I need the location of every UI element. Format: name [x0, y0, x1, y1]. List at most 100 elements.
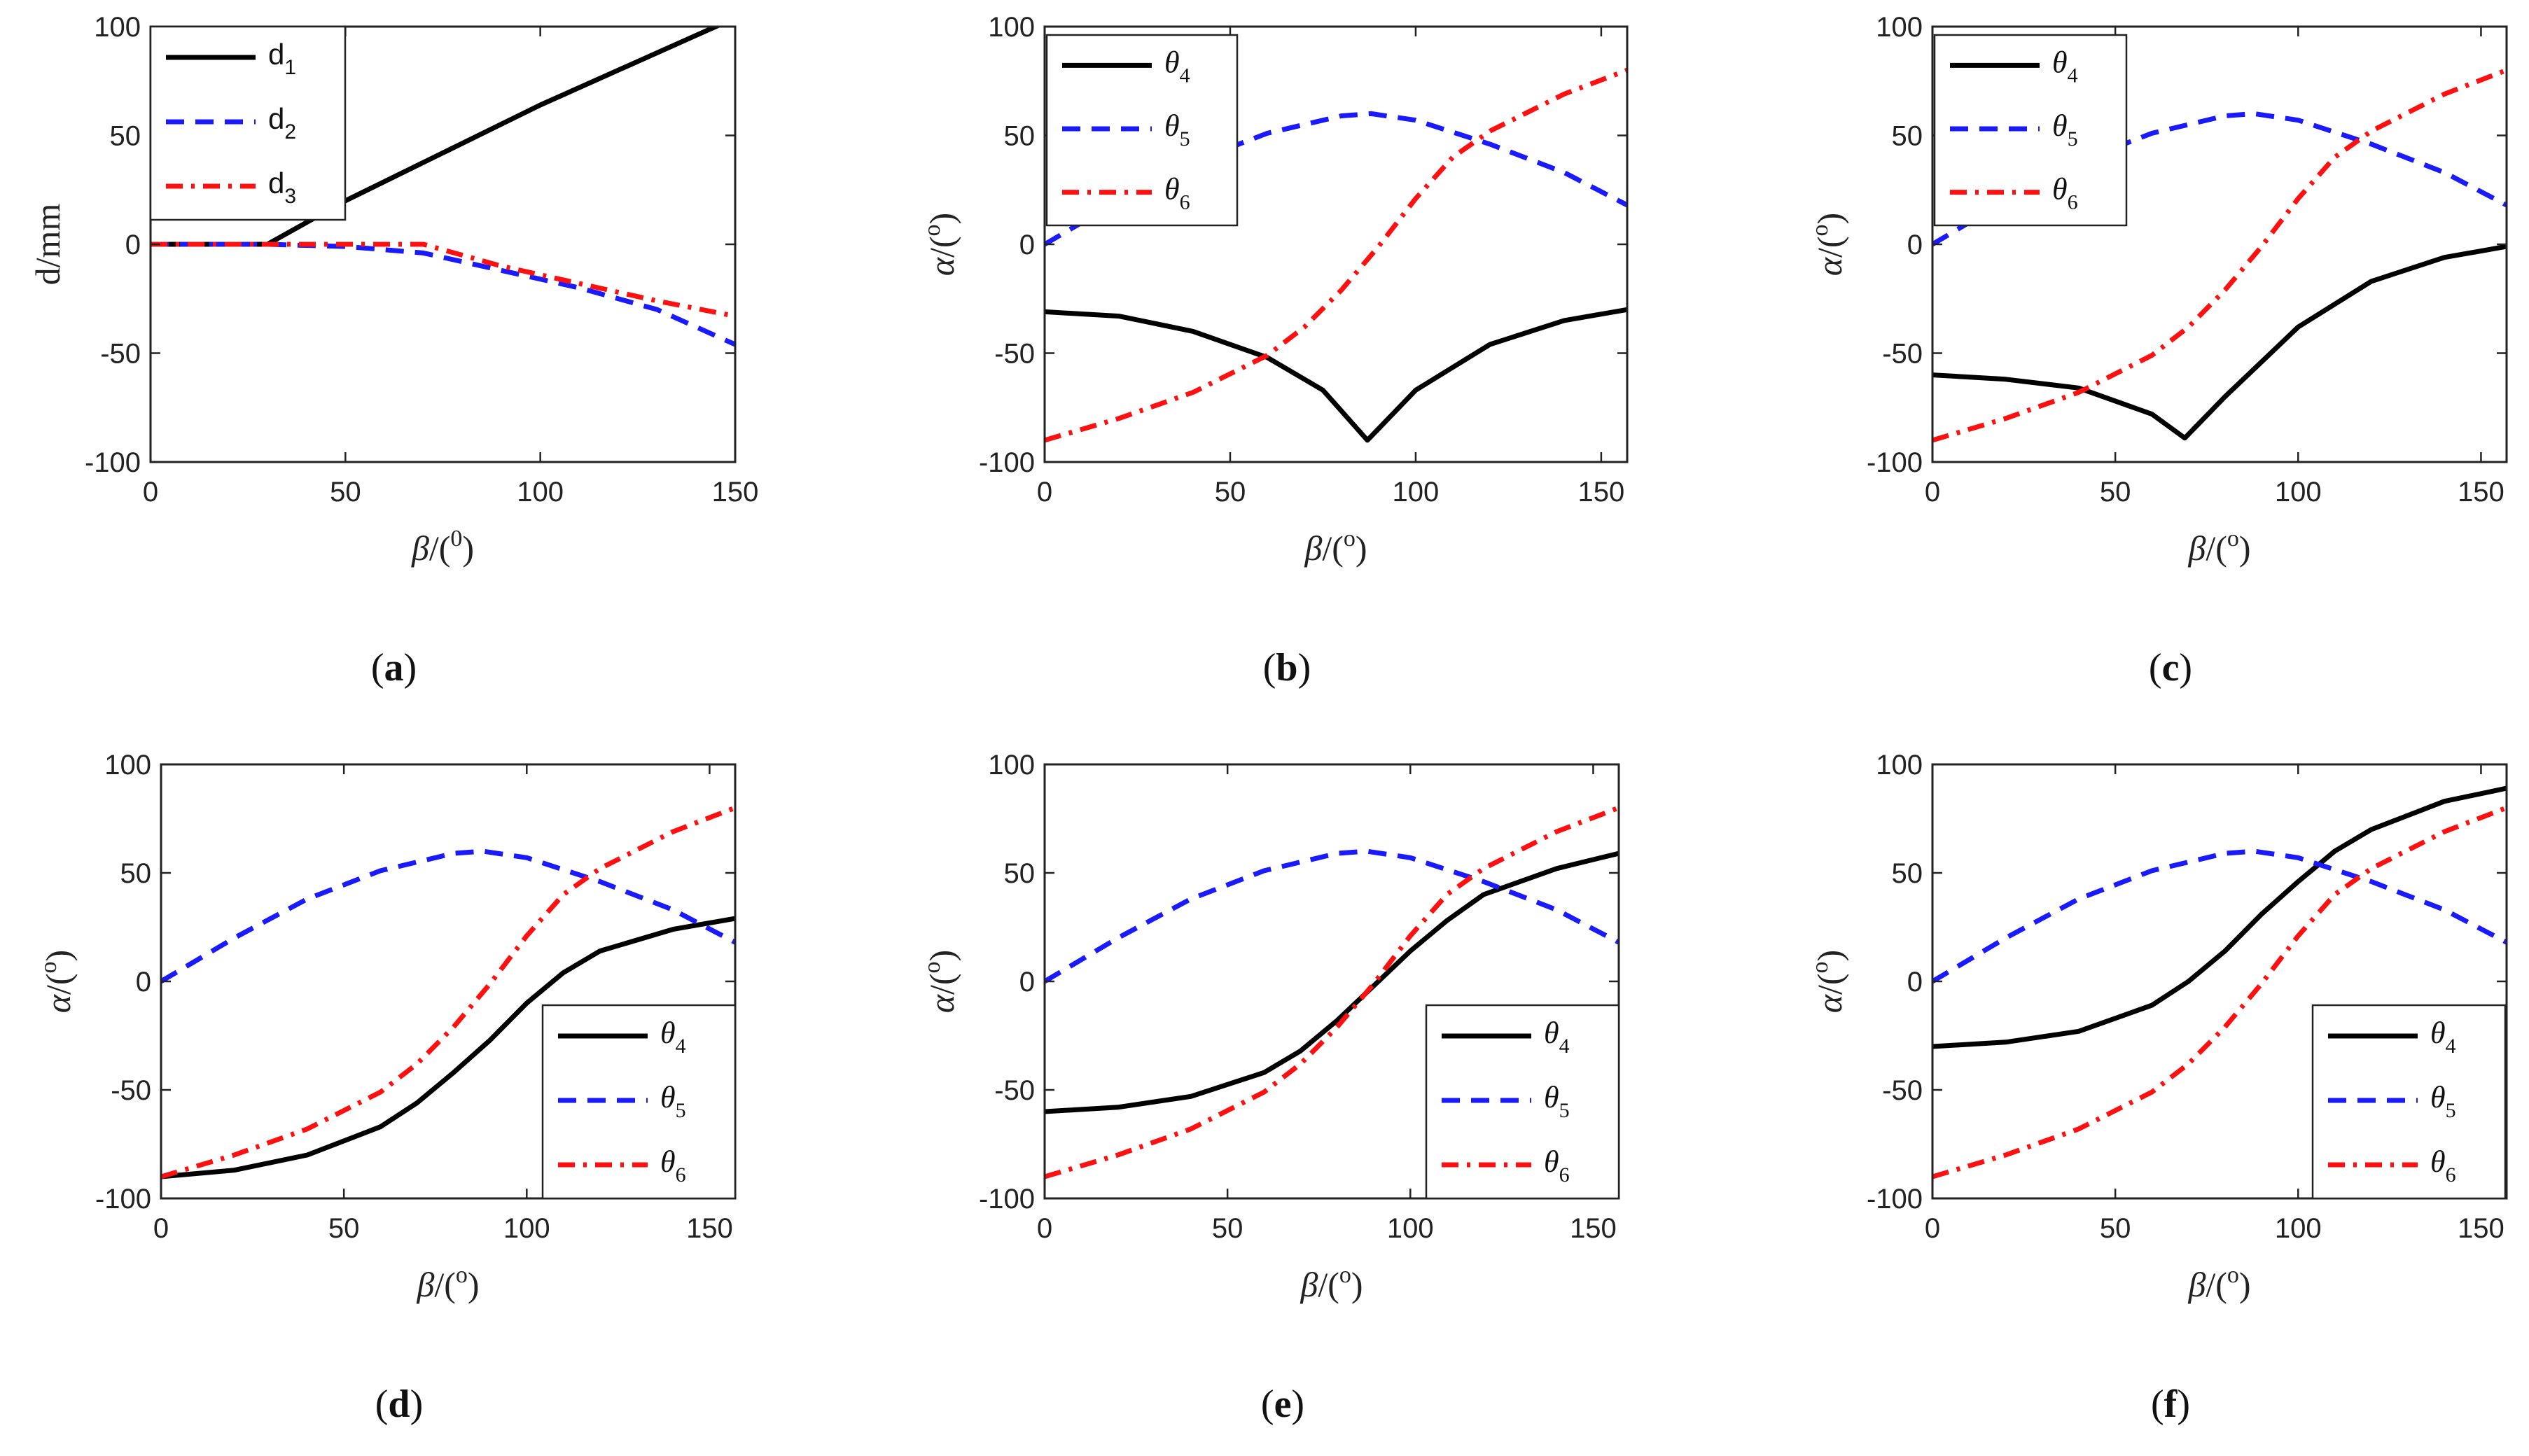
- y-tick-label: 50: [1004, 121, 1036, 152]
- series-line-d2: [151, 241, 735, 347]
- y-tick-label: -100: [95, 1184, 151, 1214]
- series-line-θ6: [161, 805, 735, 1180]
- y-axis-label: α/(o): [919, 213, 961, 276]
- legend-label-θ4: θ4: [1544, 1016, 1570, 1058]
- x-tick-label: 150: [2458, 1213, 2504, 1244]
- series-line-θ5: [161, 848, 735, 984]
- x-axis-label: β/(o): [2187, 1262, 2250, 1304]
- x-tick-label: 50: [328, 1213, 360, 1244]
- y-tick-label: 100: [94, 12, 141, 43]
- y-tick-label: 100: [1876, 12, 1923, 43]
- y-axis-label: α/(o): [1807, 950, 1849, 1013]
- panel-caption-f: (f): [2151, 1382, 2190, 1426]
- y-tick-label: -50: [111, 1075, 151, 1106]
- x-axis-label: β/(o): [1300, 1262, 1363, 1304]
- x-tick-label: 50: [2100, 1213, 2131, 1244]
- x-tick-label: 100: [517, 477, 564, 507]
- x-tick-label: 0: [1925, 477, 1940, 507]
- y-tick-label: 0: [136, 967, 151, 997]
- series-line-θ4: [1045, 850, 1619, 1114]
- y-tick-label: 0: [125, 230, 141, 260]
- series-line-θ4: [1932, 244, 2507, 441]
- x-tick-label: 0: [1037, 1213, 1052, 1244]
- x-axis-label: β/(o): [1304, 526, 1367, 568]
- legend-label-d3: d3: [268, 167, 296, 208]
- legend-label-θ5: θ5: [660, 1080, 686, 1122]
- legend-label-d1: d1: [268, 38, 296, 79]
- series-line-θ6: [1045, 67, 1627, 443]
- legend-label-θ5: θ5: [1164, 108, 1190, 150]
- legend-label-θ6: θ6: [1164, 172, 1190, 214]
- series-line-θ4: [1045, 307, 1627, 443]
- panel-caption-b: (b): [1263, 646, 1311, 690]
- legend-label-θ4: θ4: [1164, 45, 1190, 87]
- x-tick-label: 100: [1387, 1213, 1434, 1244]
- y-tick-label: 100: [988, 750, 1035, 780]
- x-tick-label: 100: [2275, 1213, 2322, 1244]
- x-tick-label: 100: [2275, 477, 2322, 507]
- y-tick-label: -100: [1867, 447, 1923, 478]
- chart-panel-f: -100 -50 0 50 100 0 50 100 150 β/(o) α/(o) θ4 θ5 θ6 (f…: [1807, 750, 2508, 1426]
- x-axis-label: β/(o): [416, 1262, 479, 1304]
- x-tick-label: 50: [2100, 477, 2131, 507]
- x-tick-label: 50: [1215, 477, 1246, 507]
- y-tick-label: 50: [1892, 858, 1923, 889]
- series-line-θ4: [1932, 785, 2507, 1049]
- legend: d1 d2 d3: [149, 25, 347, 221]
- legend-label-θ6: θ6: [2430, 1144, 2456, 1186]
- y-tick-label: 50: [110, 121, 141, 152]
- panel-caption-e: (e): [1261, 1382, 1304, 1426]
- panel-caption-a: (a): [371, 646, 417, 690]
- x-tick-label: 100: [1393, 477, 1440, 507]
- y-tick-label: 0: [1019, 967, 1035, 997]
- x-tick-label: 150: [686, 1213, 733, 1244]
- y-tick-label: 0: [1019, 230, 1035, 260]
- legend: θ4 θ5 θ6: [1933, 34, 2128, 227]
- x-tick-label: 150: [1578, 477, 1625, 507]
- x-tick-label: 0: [153, 1213, 169, 1244]
- y-tick-label: 50: [120, 858, 152, 889]
- legend: θ4 θ5 θ6: [541, 1004, 737, 1200]
- series-line-θ6: [1932, 67, 2507, 443]
- legend-label-θ4: θ4: [2052, 45, 2078, 87]
- y-axis-label: α/(o): [36, 950, 78, 1013]
- legend-label-θ5: θ5: [2052, 108, 2078, 150]
- x-tick-label: 150: [712, 477, 759, 507]
- x-tick-label: 0: [1037, 477, 1052, 507]
- chart-panel-c: -100 -50 0 50 100 0 50 100 150 β/(o) α/(o) θ4 θ5 θ6 (c…: [1807, 12, 2508, 690]
- series-line-θ6: [1045, 805, 1619, 1180]
- y-tick-label: -100: [85, 447, 141, 478]
- chart-panel-b: -100 -50 0 50 100 0 50 100 150 β/(o) α/(o) θ4 θ5 θ6 (b…: [919, 12, 1629, 690]
- y-tick-label: -100: [979, 447, 1035, 478]
- legend-label-d2: d2: [268, 102, 296, 144]
- y-tick-label: 100: [988, 12, 1035, 43]
- y-tick-label: -50: [100, 339, 141, 370]
- x-tick-label: 0: [143, 477, 158, 507]
- panel-caption-c: (c): [2149, 646, 2192, 690]
- y-tick-label: -50: [1882, 1075, 1923, 1106]
- x-axis-label: β/(o): [2187, 526, 2250, 568]
- series-line-d3: [151, 241, 735, 319]
- y-tick-label: 50: [1004, 858, 1036, 889]
- y-tick-label: -50: [994, 1075, 1035, 1106]
- x-tick-label: 0: [1925, 1213, 1940, 1244]
- series-line-θ5: [1045, 848, 1619, 984]
- y-tick-label: -50: [994, 339, 1035, 370]
- series-line-θ4: [161, 916, 735, 1180]
- legend-label-θ6: θ6: [2052, 172, 2078, 214]
- x-tick-label: 50: [330, 477, 361, 507]
- legend-label-θ6: θ6: [1544, 1144, 1570, 1186]
- x-tick-label: 150: [2458, 477, 2504, 507]
- x-tick-label: 150: [1570, 1213, 1617, 1244]
- x-tick-label: 100: [503, 1213, 550, 1244]
- legend: θ4 θ5 θ6: [1045, 34, 1239, 227]
- y-axis-label: α/(o): [1807, 213, 1849, 276]
- y-tick-label: 100: [1876, 750, 1923, 780]
- chart-panel-e: -100 -50 0 50 100 0 50 100 150 β/(o) α/(o) θ4 θ5 θ6 (e…: [919, 750, 1620, 1426]
- y-tick-label: -100: [1867, 1184, 1923, 1214]
- x-tick-label: 50: [1212, 1213, 1243, 1244]
- legend: θ4 θ5 θ6: [2311, 1004, 2507, 1200]
- y-tick-label: -100: [979, 1184, 1035, 1214]
- y-axis-label: α/(o): [919, 950, 961, 1013]
- chart-panel-d: -100 -50 0 50 100 0 50 100 150 β/(o) α/(o) θ4 θ5 θ6 (d…: [36, 750, 737, 1426]
